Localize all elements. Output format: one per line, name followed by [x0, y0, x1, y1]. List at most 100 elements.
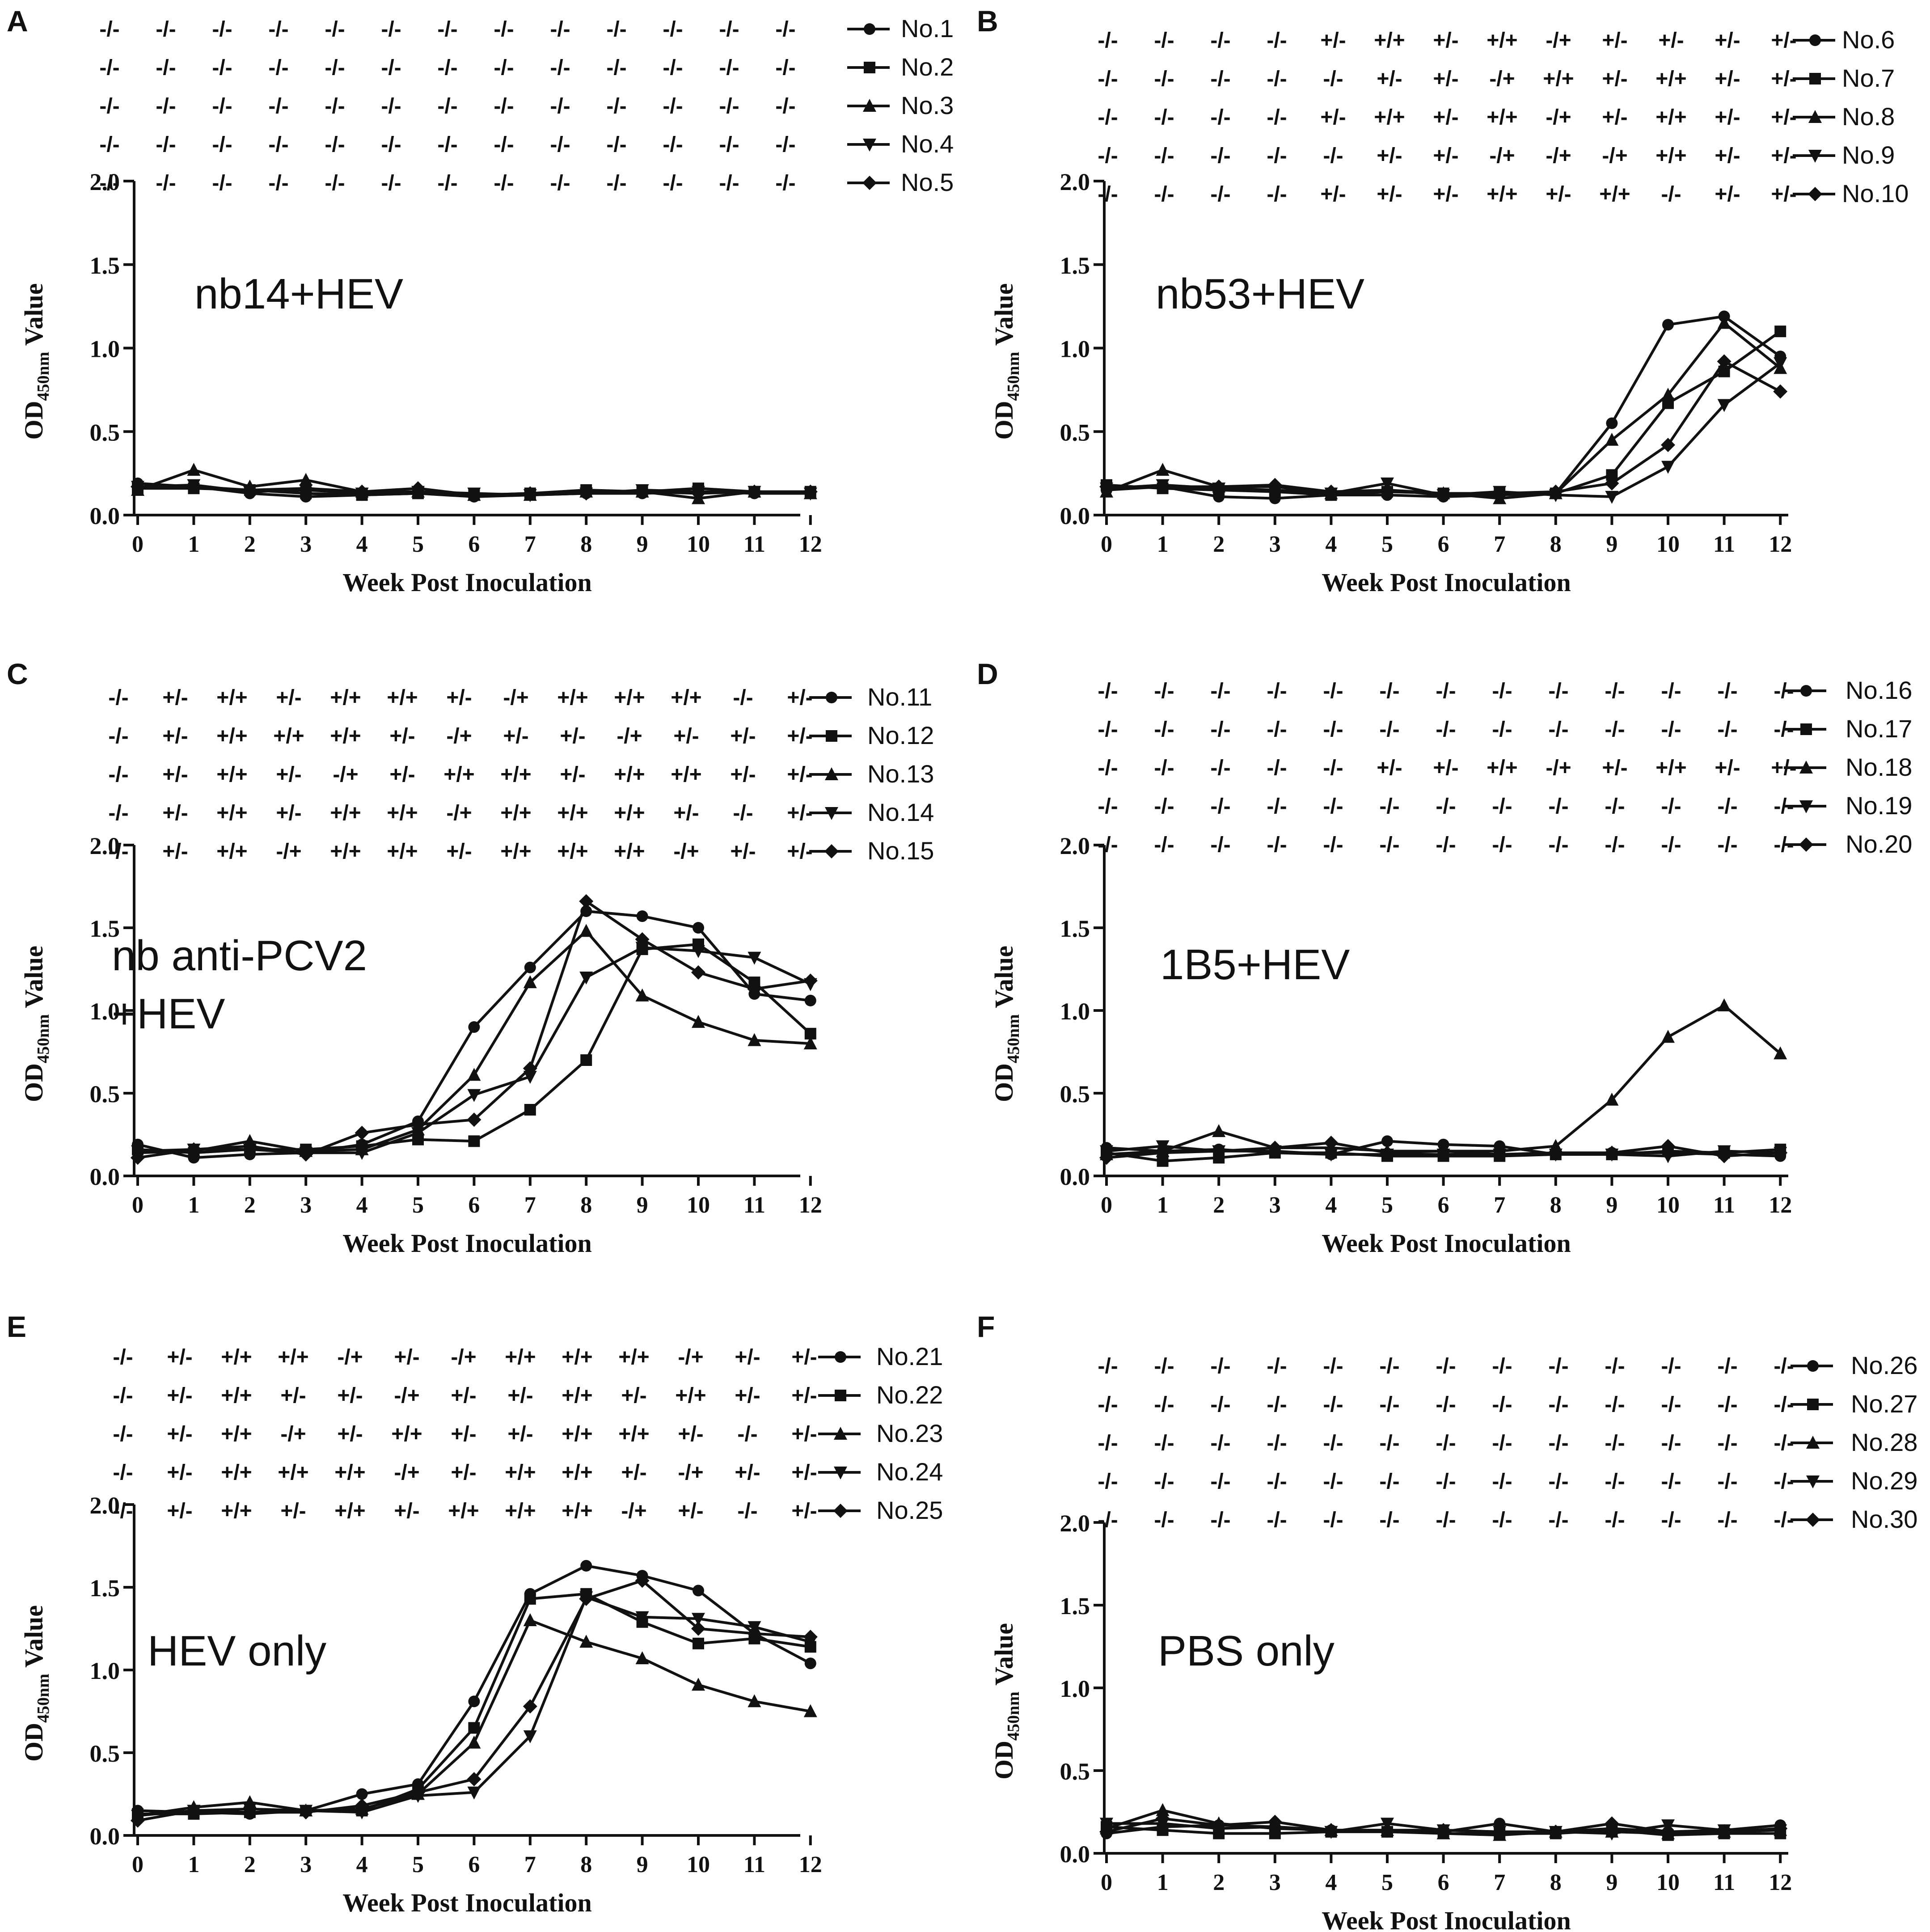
status-cell: -/- — [1210, 756, 1230, 780]
legend-label: No.20 — [1846, 830, 1912, 858]
status-cell: +/+ — [330, 686, 361, 710]
data-point — [467, 1772, 481, 1787]
status-cell: -/- — [1548, 1354, 1568, 1378]
data-point — [186, 1142, 201, 1157]
legend-label: No.3 — [901, 91, 954, 119]
x-tick-label: 0 — [1101, 1870, 1112, 1895]
status-cell: -/- — [494, 17, 514, 41]
y-axis-label-sub: 450nm — [1004, 352, 1023, 401]
y-axis-label-tail: Value — [19, 1605, 48, 1674]
data-point — [747, 981, 762, 996]
data-point — [804, 994, 816, 1006]
data-point — [693, 1585, 704, 1597]
data-point — [1606, 417, 1618, 429]
status-cell: -/- — [494, 171, 514, 195]
status-cell: -/+ — [280, 1422, 306, 1446]
status-cell: -/- — [1548, 1393, 1568, 1416]
data-point — [1212, 1144, 1226, 1158]
status-cell: +/- — [673, 801, 699, 825]
status-cell: +/- — [730, 763, 756, 786]
y-axis-label: OD450nm Value — [989, 946, 1023, 1102]
status-cell: +/+ — [1487, 29, 1517, 52]
data-point — [467, 1068, 481, 1081]
status-cell: -/- — [1605, 1470, 1625, 1493]
status-cell: -/- — [1492, 718, 1512, 741]
x-tick-label: 9 — [637, 532, 648, 557]
data-point — [524, 1104, 536, 1116]
chart-title: nb53+HEV — [1156, 270, 1364, 318]
status-cell: -/- — [1605, 679, 1625, 703]
status-cell: +/- — [1715, 756, 1740, 780]
status-cell: -/- — [1154, 1508, 1174, 1532]
status-cell: -/- — [1098, 1393, 1118, 1416]
status-cell: -/- — [212, 94, 232, 118]
status-cell: -/+ — [337, 1345, 363, 1369]
status-cell: +/- — [1658, 29, 1684, 52]
legend-marker-icon — [1800, 685, 1812, 697]
status-cell: +/- — [337, 1384, 363, 1408]
status-cell: -/- — [1717, 1470, 1737, 1493]
status-cell: -/- — [1267, 1431, 1287, 1455]
status-cell: -/- — [108, 801, 128, 825]
data-point — [635, 1651, 649, 1665]
panel-letter: B — [977, 4, 998, 38]
status-cell: -/- — [1661, 679, 1681, 703]
chart-title: PBS only — [1158, 1627, 1335, 1675]
status-cell: +/- — [276, 801, 301, 825]
x-tick-label: 7 — [524, 1852, 536, 1877]
data-point — [523, 1061, 537, 1076]
x-tick-label: 7 — [1494, 1192, 1505, 1218]
status-cell: -/- — [1323, 1431, 1343, 1455]
x-axis-label: Week Post Inoculation — [1322, 568, 1571, 597]
status-cell: +/- — [1433, 106, 1458, 129]
status-cell: -/- — [1267, 1354, 1287, 1378]
x-tick-label: 0 — [1101, 532, 1112, 557]
status-cell: +/- — [167, 1384, 192, 1408]
legend-label: No.23 — [876, 1419, 943, 1447]
status-cell: -/- — [1436, 1354, 1456, 1378]
status-cell: +/- — [1771, 67, 1796, 91]
y-tick-label: 2.0 — [1060, 169, 1090, 195]
status-cell: -/- — [325, 133, 345, 156]
status-cell: -/- — [1548, 833, 1568, 857]
status-cell: +/+ — [1655, 144, 1686, 168]
status-cell: -/- — [1379, 1508, 1399, 1532]
data-point — [635, 1573, 650, 1588]
data-point — [580, 1560, 592, 1572]
status-cell: -/- — [1379, 833, 1399, 857]
status-cell: +/+ — [614, 801, 645, 825]
status-cell: -/- — [108, 686, 128, 710]
status-cell: -/- — [325, 17, 345, 41]
status-cell: -/- — [550, 133, 570, 156]
status-cell: +/+ — [505, 1461, 536, 1484]
data-point — [1717, 998, 1731, 1011]
series-no16: -/- -/- -/- -/- -/- -/- -/- -/- -/- -/- -/- -/- -/- N… — [1098, 676, 1912, 1162]
y-tick-label: 1.0 — [1060, 998, 1090, 1025]
series-no7: -/- -/- -/- -/- -/- +/- +/- -/+ +/+ +/- +/+ +/- +/- N… — [1098, 64, 1895, 501]
data-point — [411, 1117, 425, 1132]
y-axis-label-sub: 450nm — [1004, 1014, 1023, 1063]
status-cell: -/- — [1605, 1354, 1625, 1378]
status-cell: -/- — [1323, 833, 1343, 857]
legend-label: No.28 — [1851, 1428, 1917, 1456]
data-point — [1212, 1818, 1226, 1833]
status-cell: -/- — [1661, 1393, 1681, 1416]
data-point — [467, 1112, 481, 1127]
data-point — [748, 1033, 761, 1046]
status-cell: -/- — [381, 94, 401, 118]
status-cell: -/- — [99, 17, 119, 41]
status-cell: +/+ — [614, 840, 645, 863]
status-cell: -/- — [1098, 1354, 1118, 1378]
status-cell: -/- — [663, 133, 683, 156]
data-point — [1156, 463, 1170, 476]
data-point — [804, 1657, 816, 1670]
x-tick-label: 10 — [1656, 532, 1680, 557]
data-point — [242, 1805, 257, 1820]
status-cell: -/- — [1098, 1431, 1118, 1455]
data-point — [1717, 1149, 1732, 1163]
data-point — [1548, 1146, 1563, 1160]
status-cell: -/- — [494, 94, 514, 118]
status-cell: -/- — [1379, 1393, 1399, 1416]
legend-marker-icon — [835, 1351, 846, 1363]
status-cell: -/- — [1210, 144, 1230, 168]
